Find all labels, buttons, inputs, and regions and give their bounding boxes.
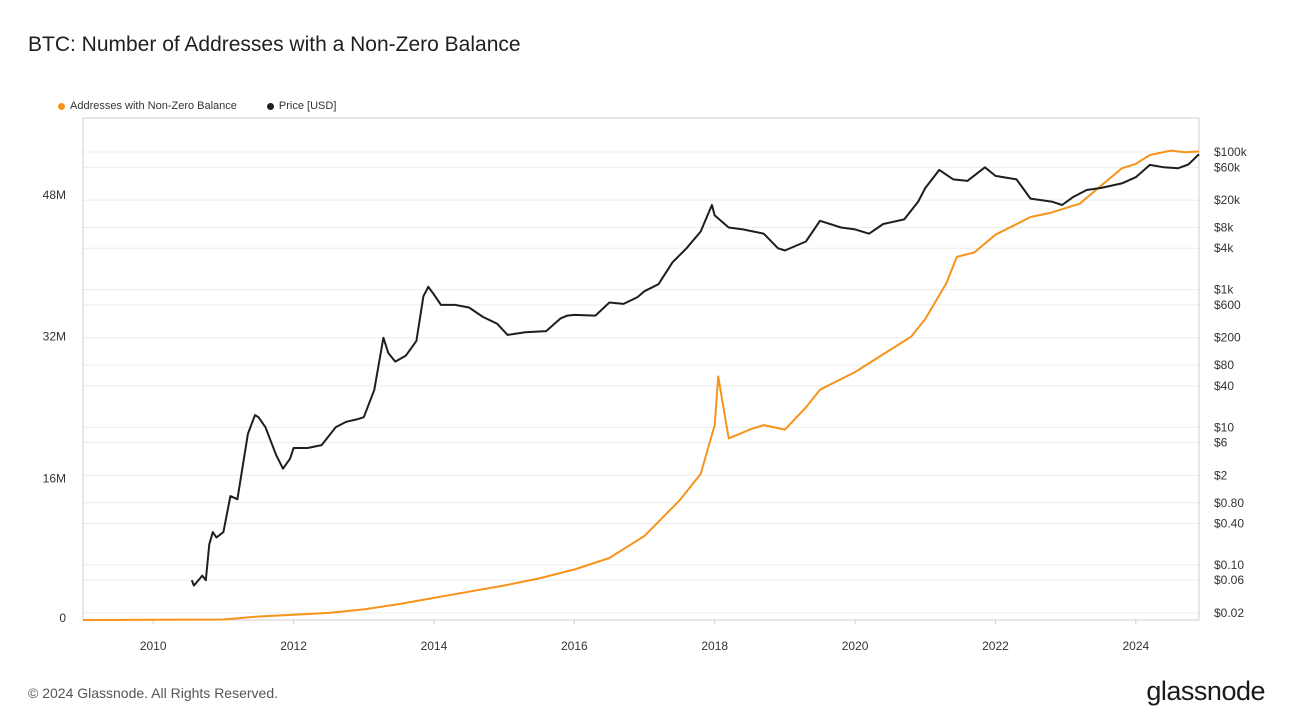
legend-label-price: Price [USD] — [278, 100, 337, 112]
y-tick-left: 0 — [59, 611, 66, 625]
y-tick-right: $60k — [1214, 160, 1241, 174]
y-tick-right: $6 — [1214, 436, 1228, 450]
price-series-line — [190, 153, 1200, 587]
y-tick-right: $600 — [1214, 298, 1241, 312]
y-tick-right: $2 — [1214, 468, 1228, 482]
y-tick-right: $0.40 — [1214, 516, 1244, 530]
y-tick-right: $0.10 — [1214, 558, 1244, 572]
y-tick-left: 16M — [43, 471, 66, 485]
addresses-series-line — [82, 149, 1200, 621]
plot-frame — [82, 117, 1200, 621]
y-tick-right: $20k — [1214, 193, 1241, 207]
y-tick-right: $40 — [1214, 379, 1234, 393]
legend-item-price[interactable]: Price [USD] — [266, 100, 337, 112]
legend-label-addresses: Addresses with Non-Zero Balance — [70, 100, 237, 112]
x-tick: 2022 — [982, 639, 1009, 653]
y-tick-right: $1k — [1214, 283, 1234, 297]
x-tick: 2012 — [280, 639, 307, 653]
x-tick: 2024 — [1122, 639, 1149, 653]
x-tick: 2020 — [842, 639, 869, 653]
y-tick-right: $100k — [1214, 145, 1248, 159]
y-tick-left: 48M — [43, 188, 66, 202]
y-tick-right: $0.80 — [1214, 496, 1244, 510]
x-tick: 2010 — [140, 639, 167, 653]
legend-dot-icon — [266, 102, 274, 110]
x-tick: 2016 — [561, 639, 588, 653]
y-tick-right: $80 — [1214, 358, 1234, 372]
x-tick: 2014 — [421, 639, 448, 653]
x-tick: 2018 — [701, 639, 728, 653]
legend-item-addresses[interactable]: Addresses with Non-Zero Balance — [58, 100, 237, 112]
y-tick-right: $10 — [1214, 420, 1234, 434]
y-tick-left: 32M — [43, 330, 66, 344]
legend: Addresses with Non-Zero Balance Price [U… — [58, 100, 336, 112]
chart-title: BTC: Number of Addresses with a Non-Zero… — [28, 33, 521, 56]
y-tick-right: $0.06 — [1214, 573, 1244, 587]
copyright-footer: © 2024 Glassnode. All Rights Reserved. — [28, 685, 279, 701]
glassnode-logo: glassnode — [1146, 676, 1265, 706]
y-tick-right: $4k — [1214, 241, 1234, 255]
y-tick-right: $200 — [1214, 331, 1241, 345]
legend-dot-icon — [58, 102, 65, 110]
y-tick-right: $0.02 — [1214, 606, 1244, 620]
y-tick-right: $8k — [1214, 220, 1234, 234]
